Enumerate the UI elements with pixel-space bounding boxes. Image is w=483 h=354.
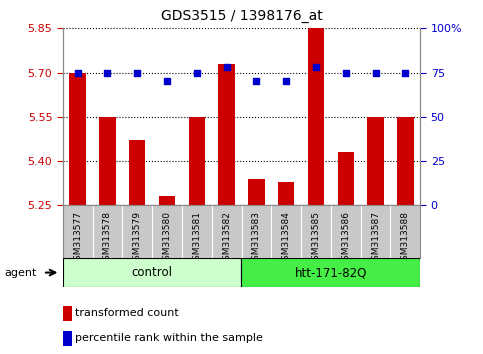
Point	[193, 70, 201, 75]
Point	[133, 70, 141, 75]
Bar	[70, 73, 86, 205]
Bar	[129, 141, 145, 205]
Text: control: control	[132, 266, 172, 279]
Text: agent: agent	[5, 268, 37, 278]
Bar	[278, 182, 294, 205]
Point	[282, 79, 290, 84]
Bar	[397, 117, 413, 205]
Point	[163, 79, 171, 84]
Bar	[159, 196, 175, 205]
Bar	[338, 152, 354, 205]
Text: htt-171-82Q: htt-171-82Q	[295, 266, 367, 279]
Point	[104, 70, 112, 75]
Text: transformed count: transformed count	[75, 308, 179, 318]
Point	[223, 64, 230, 70]
Bar	[63, 306, 71, 321]
Point	[401, 70, 409, 75]
Bar	[63, 258, 242, 287]
Bar	[242, 258, 420, 287]
Bar	[99, 117, 115, 205]
Bar	[218, 64, 235, 205]
Bar	[189, 117, 205, 205]
Point	[372, 70, 380, 75]
Bar	[63, 331, 71, 346]
Text: percentile rank within the sample: percentile rank within the sample	[75, 333, 263, 343]
Bar	[368, 117, 384, 205]
Bar	[248, 179, 265, 205]
Point	[312, 64, 320, 70]
Point	[253, 79, 260, 84]
Text: GDS3515 / 1398176_at: GDS3515 / 1398176_at	[161, 9, 322, 23]
Point	[342, 70, 350, 75]
Point	[74, 70, 82, 75]
Bar	[308, 28, 324, 205]
